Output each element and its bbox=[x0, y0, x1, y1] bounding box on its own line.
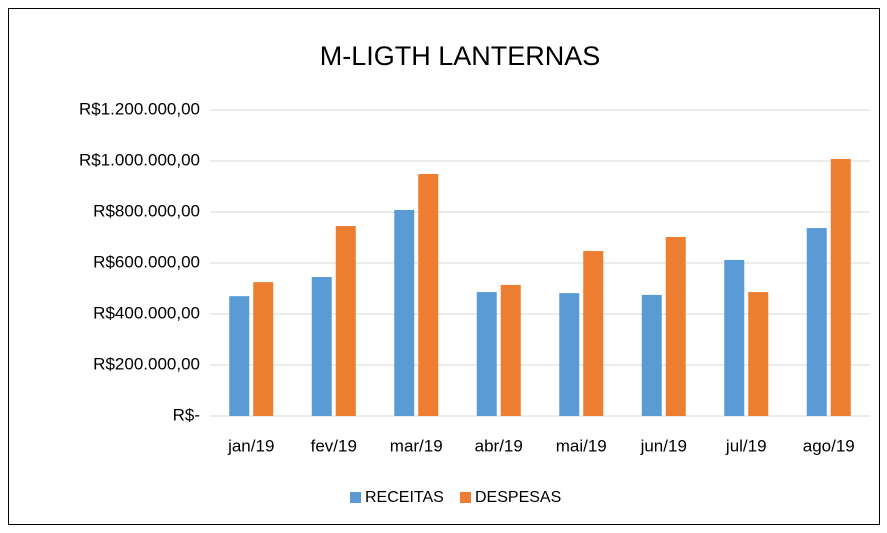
y-tick-label: R$200.000,00 bbox=[93, 354, 200, 373]
bar bbox=[394, 209, 415, 416]
bar bbox=[724, 259, 745, 416]
bar bbox=[418, 174, 439, 416]
y-tick-label: R$600.000,00 bbox=[93, 252, 200, 271]
y-tick-label: R$800.000,00 bbox=[93, 201, 200, 220]
y-tick-label: R$1.000.000,00 bbox=[79, 150, 200, 169]
y-tick-label: R$400.000,00 bbox=[93, 303, 200, 322]
x-tick-label: mar/19 bbox=[390, 436, 443, 455]
bar bbox=[665, 236, 686, 416]
bar bbox=[559, 293, 580, 416]
y-tick-label: R$- bbox=[173, 405, 200, 424]
legend-swatch bbox=[460, 492, 471, 503]
x-tick-label: jun/19 bbox=[640, 436, 687, 455]
legend-label: DESPESAS bbox=[475, 489, 561, 506]
bar bbox=[830, 158, 851, 416]
legend-swatch bbox=[350, 492, 361, 503]
bar bbox=[253, 282, 274, 416]
bar bbox=[806, 228, 827, 416]
x-tick-label: jan/19 bbox=[227, 436, 274, 455]
x-tick-label: ago/19 bbox=[803, 436, 855, 455]
legend-label: RECEITAS bbox=[365, 489, 444, 506]
bar bbox=[583, 251, 604, 416]
x-tick-label: mai/19 bbox=[556, 436, 607, 455]
bar bbox=[476, 292, 497, 416]
bar bbox=[311, 277, 332, 416]
chart-title: M-LIGTH LANTERNAS bbox=[320, 41, 601, 71]
bar bbox=[335, 226, 356, 416]
bar bbox=[748, 292, 769, 416]
bar bbox=[229, 296, 250, 416]
x-tick-label: abr/19 bbox=[475, 436, 523, 455]
x-tick-label: fev/19 bbox=[311, 436, 357, 455]
y-tick-label: R$1.200.000,00 bbox=[79, 99, 200, 118]
x-tick-label: jul/19 bbox=[725, 436, 767, 455]
bar bbox=[641, 294, 662, 416]
bar bbox=[500, 284, 521, 416]
